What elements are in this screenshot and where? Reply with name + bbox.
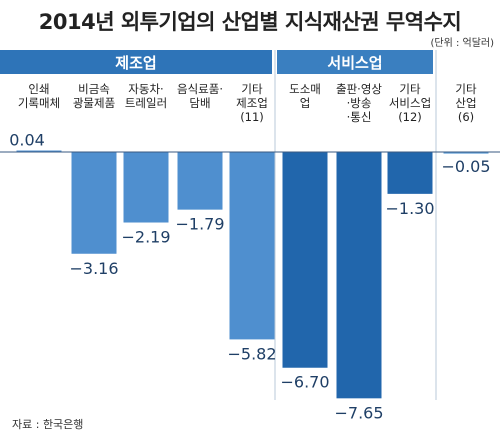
category-label: 인쇄 기록매체 [17,82,61,110]
bar [336,152,382,399]
unit-label: (단위 : 억달러) [430,38,494,49]
manufacturing-header: 제조업 [0,50,272,74]
data-label: −6.70 [280,373,329,392]
data-label: −0.05 [441,157,490,176]
category-label: 기타 산업 (6) [455,82,477,124]
category-label: 비금속 광물제품 [72,82,116,110]
category-label: 음식료품· 담배 [177,82,223,110]
bar [443,152,489,154]
data-label: −3.16 [69,259,118,278]
data-label: −5.82 [227,344,276,363]
data-label: −1.30 [385,199,434,218]
category-label: 기타 서비스업 (12) [388,82,432,124]
category-label: 출판·영상 ·방송 ·통신 [336,82,382,124]
category-label: 기타 제조업 (11) [236,82,268,124]
bar [282,152,328,368]
chart-title: 2014년 외투기업의 산업별 지식재산권 무역수지 [38,10,462,34]
data-label: −1.79 [175,215,224,234]
category-label: 도소매 업 [289,82,321,110]
bar [16,150,62,152]
services-header: 서비스업 [277,50,433,74]
bar [177,152,223,210]
data-label: −7.65 [334,403,383,422]
source-note: 자료 : 한국은행 [12,418,84,431]
bar [71,152,117,254]
category-label: 자동차· 트레일러 [124,82,168,110]
data-label: 0.04 [9,131,45,150]
bar [229,152,275,340]
data-label: −2.19 [121,228,170,247]
bar [387,152,433,194]
bar [123,152,169,223]
